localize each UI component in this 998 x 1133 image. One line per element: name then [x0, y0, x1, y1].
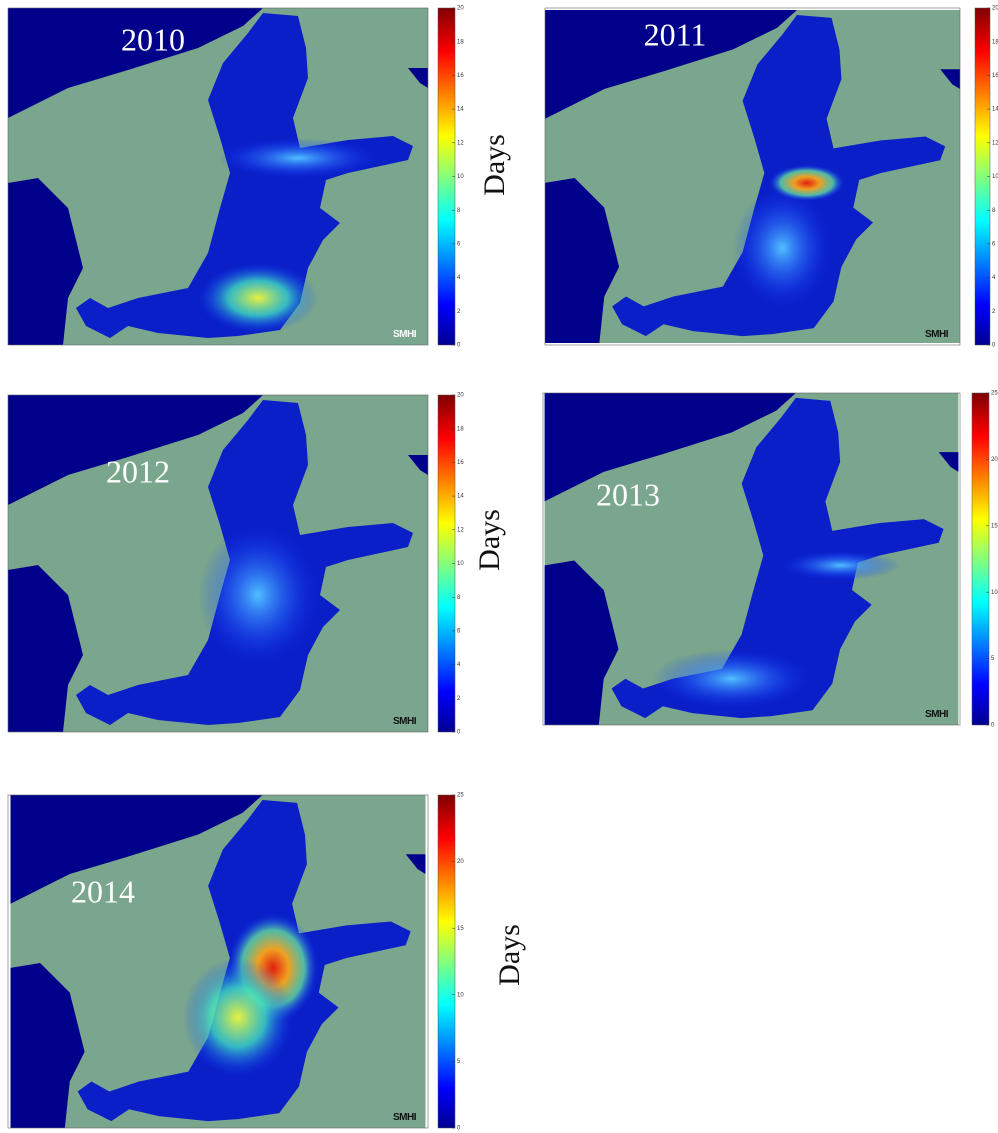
- colorbar-tick-label: 2: [457, 309, 461, 315]
- colorbar-tick-label: 4: [457, 275, 461, 281]
- colorbar-tick-label: 6: [992, 241, 996, 247]
- year-label: 2012: [106, 453, 170, 489]
- concentration-hotspot: [198, 263, 318, 333]
- concentration-hotspot: [198, 525, 318, 665]
- colorbar-tick-label: 12: [992, 140, 998, 146]
- colorbar-tick-label: 10: [457, 992, 464, 998]
- colorbar-tick-label: 15: [991, 523, 998, 529]
- colorbar-tick-label: 8: [457, 208, 461, 214]
- colorbar-tick-label: 0: [457, 343, 461, 349]
- colorbar-tick-label: 20: [992, 6, 998, 12]
- concentration-hotspot: [733, 188, 832, 308]
- colorbar-tick-label: 12: [457, 140, 464, 146]
- map-panel: 2012 SMHI 0 2 4 6 8 10 12 14 16 18 20 Days: [8, 393, 506, 736]
- colorbar-tick-label: 10: [457, 174, 464, 180]
- map-panel: 2014 SMHI 0 5 10 15 20 25 Days: [8, 793, 526, 1132]
- concentration-hotspot: [183, 958, 293, 1077]
- logo: SMHI: [393, 716, 417, 727]
- map-panel: 2010 SMHI 0 2 4 6 8 10 12 14 16 18 20 Days: [8, 6, 511, 349]
- colorbar-tick-label: 6: [457, 628, 461, 634]
- colorbar-tick-label: 16: [457, 460, 464, 466]
- colorbar-tick-label: 0: [992, 343, 996, 349]
- year-label: 2013: [596, 476, 660, 512]
- logo: SMHI: [393, 329, 417, 340]
- colorbar-tick-label: 16: [992, 73, 998, 79]
- colorbar: [972, 393, 989, 725]
- colorbar-tick-label: 15: [457, 926, 464, 932]
- colorbar-tick-label: 10: [457, 561, 464, 567]
- colorbar-tick-label: 20: [991, 457, 998, 463]
- colorbar-tick-label: 12: [457, 527, 464, 533]
- colorbar-tick-label: 8: [992, 208, 996, 214]
- colorbar-tick-label: 20: [457, 393, 464, 399]
- colorbar-tick-label: 10: [991, 590, 998, 596]
- colorbar-tick-label: 14: [457, 107, 464, 113]
- colorbar-tick-label: 25: [991, 391, 998, 397]
- colorbar-tick-label: 18: [992, 39, 998, 45]
- concentration-hotspot: [218, 138, 378, 178]
- colorbar-tick-label: 18: [457, 39, 464, 45]
- colorbar-tick-label: 20: [457, 859, 464, 865]
- colorbar-tick-label: 0: [991, 723, 995, 729]
- colorbar-tick-label: 10: [992, 174, 998, 180]
- colorbar-label: Days: [493, 924, 526, 986]
- colorbar-tick-label: 16: [457, 73, 464, 79]
- concentration-hotspot: [652, 649, 811, 708]
- colorbar-tick-label: 8: [457, 595, 461, 601]
- map-panel: 2013 SMHI 0 5 10 15 20 25: [543, 391, 998, 729]
- colorbar-tick-label: 20: [457, 6, 464, 12]
- colorbar-tick-label: 5: [457, 1059, 461, 1065]
- year-label: 2010: [121, 21, 185, 57]
- logo: SMHI: [925, 329, 949, 340]
- colorbar-label: Days: [473, 509, 506, 571]
- year-label: 2011: [644, 16, 707, 52]
- logo: SMHI: [925, 709, 949, 720]
- colorbar-label: Days: [478, 134, 511, 196]
- colorbar-tick-label: 14: [457, 494, 464, 500]
- colorbar-tick-label: 5: [991, 656, 995, 662]
- colorbar-tick-label: 4: [457, 662, 461, 668]
- figure: 2010SMHI02468101214161820Days2011SMHI024…: [0, 0, 998, 1133]
- colorbar-tick-label: 0: [457, 730, 461, 736]
- map-panel: 2011 SMHI 0 2 4 6 8 10 12 14 16 18 20: [545, 6, 998, 349]
- map: [10, 795, 425, 1128]
- colorbar-tick-label: 2: [992, 309, 996, 315]
- colorbar: [438, 795, 455, 1128]
- concentration-hotspot: [781, 551, 900, 581]
- logo: SMHI: [393, 1112, 417, 1123]
- colorbar-tick-label: 4: [992, 275, 996, 281]
- colorbar-tick-label: 18: [457, 426, 464, 432]
- colorbar-tick-label: 2: [457, 696, 461, 702]
- colorbar-tick-label: 6: [457, 241, 461, 247]
- year-label: 2014: [71, 873, 135, 909]
- colorbar-tick-label: 0: [457, 1126, 461, 1132]
- colorbar-tick-label: 14: [992, 107, 998, 113]
- colorbar-tick-label: 25: [457, 793, 464, 799]
